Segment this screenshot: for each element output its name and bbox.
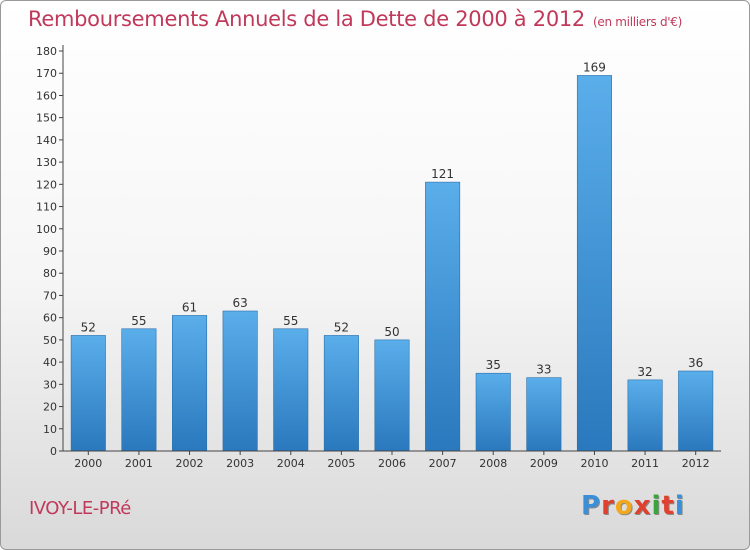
y-tick-label: 90 bbox=[43, 245, 57, 258]
bar-2008 bbox=[475, 372, 511, 452]
bar-2002 bbox=[172, 315, 208, 452]
bar-2010 bbox=[576, 75, 612, 452]
y-tick-label: 70 bbox=[43, 289, 57, 302]
y-tick-label: 30 bbox=[43, 378, 57, 391]
x-tick-label: 2007 bbox=[429, 457, 457, 470]
logo-letter: r bbox=[601, 491, 615, 521]
x-tick-label: 2009 bbox=[530, 457, 558, 470]
x-tick-label: 2011 bbox=[631, 457, 659, 470]
logo-letter: i bbox=[674, 491, 685, 521]
bar-2011 bbox=[627, 379, 663, 452]
bar-2012 bbox=[678, 370, 714, 452]
x-tick-label: 2002 bbox=[176, 457, 204, 470]
y-tick-label: 130 bbox=[36, 156, 57, 169]
y-tick-label: 20 bbox=[43, 401, 57, 414]
y-tick-label: 180 bbox=[36, 45, 57, 58]
logo-letter: i bbox=[651, 491, 662, 521]
bar-value-label: 121 bbox=[431, 167, 454, 181]
y-tick-label: 100 bbox=[36, 223, 57, 236]
bar-value-label: 32 bbox=[637, 365, 652, 379]
y-tick-label: 10 bbox=[43, 423, 57, 436]
x-tick-label: 2006 bbox=[378, 457, 406, 470]
chart-subtitle: (en milliers d'€) bbox=[593, 15, 683, 29]
bar-value-label: 35 bbox=[486, 358, 501, 372]
y-tick-label: 0 bbox=[50, 445, 57, 458]
bar-value-label: 50 bbox=[384, 325, 399, 339]
bar-value-label: 63 bbox=[233, 296, 248, 310]
bar-2005 bbox=[323, 335, 359, 452]
bar-value-label: 169 bbox=[583, 60, 606, 74]
bar-2000 bbox=[70, 335, 106, 452]
x-axis: 2000 2001 2002 2003 2004 2005 2006 2007 2008 2009… bbox=[63, 450, 721, 470]
y-tick-label: 170 bbox=[36, 67, 57, 80]
x-tick-label: 2010 bbox=[580, 457, 608, 470]
x-tick-label: 2001 bbox=[125, 457, 153, 470]
logo-letter: x bbox=[633, 491, 652, 521]
y-tick-label: 50 bbox=[43, 334, 57, 347]
bar-2007 bbox=[425, 181, 461, 452]
chart-title: Remboursements Annuels de la Dette de 20… bbox=[28, 7, 682, 31]
bars-group: 52 55 61 63 55 52 50 121 35 33 169 32 36 bbox=[70, 60, 714, 452]
bar-value-label: 55 bbox=[283, 314, 298, 328]
y-tick-label: 140 bbox=[36, 134, 57, 147]
logo-letter: t bbox=[661, 491, 675, 521]
x-tick-label: 2005 bbox=[327, 457, 355, 470]
y-tick-label: 80 bbox=[43, 267, 57, 280]
x-tick-label: 2000 bbox=[74, 457, 102, 470]
y-tick-label: 120 bbox=[36, 178, 57, 191]
y-tick-label: 160 bbox=[36, 89, 57, 102]
bar-value-label: 36 bbox=[688, 356, 703, 370]
x-tick-label: 2012 bbox=[682, 457, 710, 470]
bar-value-label: 33 bbox=[536, 363, 551, 377]
bar-value-label: 52 bbox=[81, 320, 96, 334]
logo-letter: P bbox=[581, 491, 602, 521]
y-tick-label: 60 bbox=[43, 312, 57, 325]
bar-value-label: 61 bbox=[182, 300, 197, 314]
x-tick-label: 2003 bbox=[226, 457, 254, 470]
title-text: Remboursements Annuels de la Dette de 20… bbox=[28, 7, 585, 31]
y-tick-label: 40 bbox=[43, 356, 57, 369]
bar-2006 bbox=[374, 339, 410, 452]
x-tick-label: 2004 bbox=[277, 457, 305, 470]
bar-value-label: 55 bbox=[131, 314, 146, 328]
bar-2001 bbox=[121, 328, 157, 452]
bar-2003 bbox=[222, 310, 258, 452]
y-tick-label: 110 bbox=[36, 201, 57, 214]
bar-value-label: 52 bbox=[334, 320, 349, 334]
bar-2009 bbox=[526, 377, 562, 452]
logo-letter: o bbox=[614, 491, 634, 521]
bar-2004 bbox=[273, 328, 309, 452]
commune-name: IVOY-LE-PRé bbox=[29, 498, 131, 519]
y-axis: 0 10 20 30 40 50 60 70 80 90 100 110 120 130 140 150 160… bbox=[36, 45, 64, 458]
proxiti-logo: Proxiti bbox=[581, 491, 685, 521]
x-tick-label: 2008 bbox=[479, 457, 507, 470]
y-tick-label: 150 bbox=[36, 112, 57, 125]
